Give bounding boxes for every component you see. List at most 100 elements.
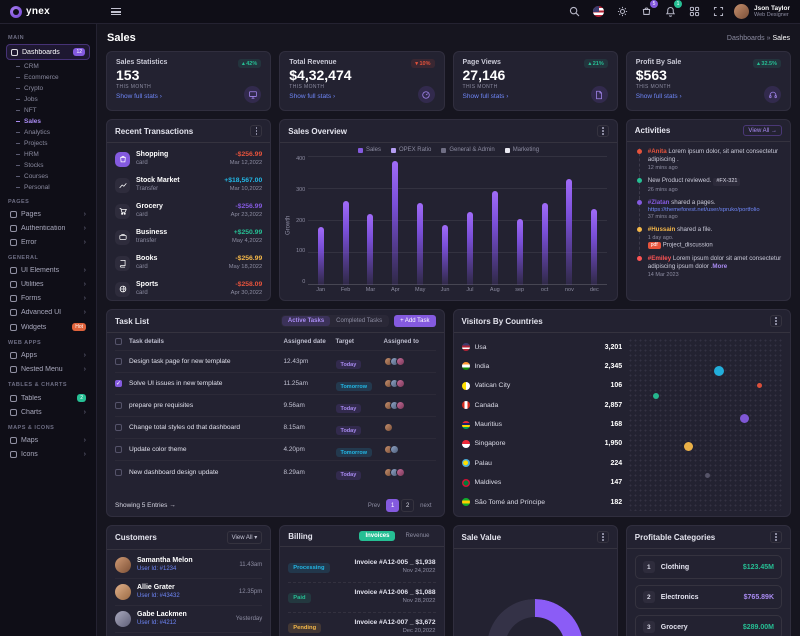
category-row[interactable]: 2 Electronics $765.89K — [634, 585, 782, 609]
apps-grid-icon[interactable] — [686, 3, 703, 20]
task-checkbox-2[interactable] — [115, 402, 122, 409]
transaction-row[interactable]: Shopping card -$256.99 Mar 12,2022 — [115, 146, 262, 172]
sidebar-item-charts[interactable]: Charts › — [6, 406, 90, 419]
show-full-stats-link[interactable]: Show full stats › — [462, 93, 509, 100]
activity-item[interactable]: #Emiley Lorem ipsum dolor sit amet conse… — [636, 254, 782, 284]
country-row[interactable]: Usa 3,201 — [461, 338, 622, 356]
table-row[interactable]: ✓ Solve UI issues in new template 11.25a… — [115, 373, 436, 395]
sidebar-item-courses[interactable]: Courses — [6, 171, 90, 182]
sidebar-item-ui-elements[interactable]: UI Elements › — [6, 264, 90, 277]
sidebar-toggle-icon[interactable] — [111, 8, 121, 15]
kebab-menu-icon[interactable] — [770, 315, 782, 327]
tab-active-tasks[interactable]: Active Tasks — [281, 316, 331, 326]
revenue-tab[interactable]: Revenue — [405, 533, 430, 539]
country-row[interactable]: Singapore 1,950 — [461, 435, 622, 453]
show-full-stats-link[interactable]: Show full stats › — [116, 93, 162, 100]
sidebar-item-error[interactable]: Error › — [6, 236, 90, 249]
sidebar-item-forms[interactable]: Forms › — [6, 292, 90, 305]
column-header[interactable]: Target — [335, 338, 354, 345]
sidebar-item-crm[interactable]: CRM — [6, 61, 90, 72]
sidebar-item-dashboards[interactable]: Dashboards 12 — [6, 44, 90, 60]
add-task-button[interactable]: + Add Task — [394, 315, 436, 327]
sidebar-item-widgets[interactable]: Widgets Hot — [6, 320, 90, 334]
sidebar-item-analytics[interactable]: Analytics — [6, 127, 90, 138]
transaction-row[interactable]: Books card -$256.99 May 18,2022 — [115, 250, 262, 276]
activity-item[interactable]: New Product reviewed. #FX-321 26 mins ago — [636, 177, 782, 199]
show-full-stats-link[interactable]: Show full stats › — [635, 93, 682, 100]
activity-item[interactable]: #Zlatan shared a pages. https://themefor… — [636, 198, 782, 226]
pagination-page-1[interactable]: 1 — [386, 499, 400, 512]
sidebar-item-sales[interactable]: Sales — [6, 116, 90, 127]
kebab-menu-icon[interactable] — [250, 125, 263, 137]
pagination-next[interactable]: next — [420, 502, 432, 509]
country-row[interactable]: São Tomé and Príncipe 182 — [461, 493, 622, 511]
invoice-row[interactable]: Paid Invoice #A12-006 _ $1,088 Nov 28,202… — [288, 583, 436, 613]
sidebar-item-hrm[interactable]: HRM — [6, 149, 90, 160]
transaction-row[interactable]: Business transfer +$250.99 May 4,2022 — [115, 224, 262, 250]
sidebar-item-nested-menu[interactable]: Nested Menu › — [6, 363, 90, 376]
column-header[interactable]: Assigned to — [383, 338, 419, 345]
activity-item[interactable]: #Anita Lorem ipsum dolor, sit amet conse… — [636, 148, 782, 178]
invoices-tab[interactable]: Invoices — [359, 531, 396, 541]
category-row[interactable]: 3 Grocery $289.00M — [634, 615, 782, 636]
view-all-dropdown[interactable]: View All ▾ — [226, 531, 263, 544]
sidebar-item-pages[interactable]: Pages › — [6, 208, 90, 221]
activity-user[interactable]: #Emiley — [647, 254, 672, 262]
country-row[interactable]: Maldives 147 — [461, 474, 622, 492]
table-row[interactable]: prepare pre requisites 9.56am Today — [115, 395, 436, 417]
showing-entries-link[interactable]: Showing 5 Entries → — [115, 502, 176, 509]
kebab-menu-icon[interactable] — [770, 531, 782, 543]
country-row[interactable]: Palau 224 — [461, 454, 622, 472]
country-row[interactable]: Vatican City 106 — [461, 377, 622, 395]
sidebar-item-apps[interactable]: Apps › — [6, 349, 90, 362]
category-row[interactable]: 1 Clothing $123.45M — [634, 555, 782, 579]
cart-icon[interactable]: 5 — [638, 0, 658, 20]
pagination-page-2[interactable]: 2 — [401, 499, 415, 512]
sidebar-item-authentication[interactable]: Authentication › — [6, 222, 90, 235]
sidebar-item-projects[interactable]: Projects — [6, 138, 90, 149]
country-row[interactable]: Canada 2,857 — [461, 396, 622, 414]
transaction-row[interactable]: Grocery card -$256.99 Apr 23,2022 — [115, 198, 262, 224]
search-icon[interactable] — [566, 3, 583, 20]
sidebar-item-icons[interactable]: Icons › — [6, 448, 90, 461]
sidebar-item-nft[interactable]: NFT — [6, 105, 90, 116]
activity-user[interactable]: #Zlatan — [647, 198, 670, 206]
column-header[interactable]: Task details — [129, 338, 164, 345]
show-full-stats-link[interactable]: Show full stats › — [289, 93, 336, 100]
select-all-checkbox[interactable] — [115, 338, 122, 345]
table-row[interactable]: Update color theme 4.20pm Tomorrow — [115, 439, 436, 461]
country-row[interactable]: Mauritius 168 — [461, 416, 622, 434]
transaction-row[interactable]: Stock Market Transfer +$18,567.00 Mar 10,2… — [115, 172, 262, 198]
invoice-row[interactable]: Processing Invoice #A12-005 _ $1,938 Nov … — [288, 553, 436, 583]
language-flag-icon[interactable] — [590, 3, 607, 20]
task-checkbox-4[interactable] — [115, 446, 122, 453]
notifications-bell-icon[interactable]: 1 — [662, 0, 682, 20]
kebab-menu-icon[interactable] — [596, 531, 609, 543]
brand[interactable]: ynex — [0, 5, 97, 18]
activity-item[interactable]: #Hussain shared a file. 1 day ago. pdf Pr… — [636, 225, 782, 255]
task-checkbox-0[interactable] — [115, 358, 122, 365]
activity-user[interactable]: #Anita — [647, 148, 667, 155]
tab-completed-tasks[interactable]: Completed Tasks — [336, 318, 383, 324]
customer-row[interactable]: Gabe Lackmen User Id: #4212 Yesterday — [115, 606, 263, 633]
shared-page-link[interactable]: https://themeforest.net/user/spruko/port… — [647, 206, 760, 213]
sidebar-item-utilities[interactable]: Utilities › — [6, 278, 90, 291]
invoice-row[interactable]: Pending Invoice #A12-007 _ $3,672 Dec 20,… — [288, 613, 436, 636]
task-checkbox-1[interactable]: ✓ — [115, 380, 122, 387]
shared-file-name[interactable]: Project_discussion — [662, 242, 713, 249]
task-checkbox-3[interactable] — [115, 424, 122, 431]
country-row[interactable]: India 2,345 — [461, 357, 622, 375]
view-all-button[interactable]: View All → — [743, 125, 782, 136]
sidebar-item-jobs[interactable]: Jobs — [6, 94, 90, 105]
table-row[interactable]: Change total styles od that dashboard 8.… — [115, 417, 436, 439]
customer-row[interactable]: Allie Grater User Id: #43432 12.35pm — [115, 579, 263, 606]
reference-tag[interactable]: #FX-321 — [713, 177, 741, 186]
transaction-row[interactable]: Sports card -$258.09 Apr 30,2022 — [115, 276, 262, 300]
world-map[interactable] — [628, 338, 782, 511]
pagination-prev[interactable]: Prev — [367, 502, 381, 509]
breadcrumb-parent[interactable]: Dashboards — [726, 34, 765, 42]
chart-menu-icon[interactable] — [596, 125, 609, 137]
task-checkbox-5[interactable] — [115, 468, 122, 476]
more-link[interactable]: More — [712, 262, 728, 270]
activity-user[interactable]: #Hussain — [647, 225, 676, 233]
